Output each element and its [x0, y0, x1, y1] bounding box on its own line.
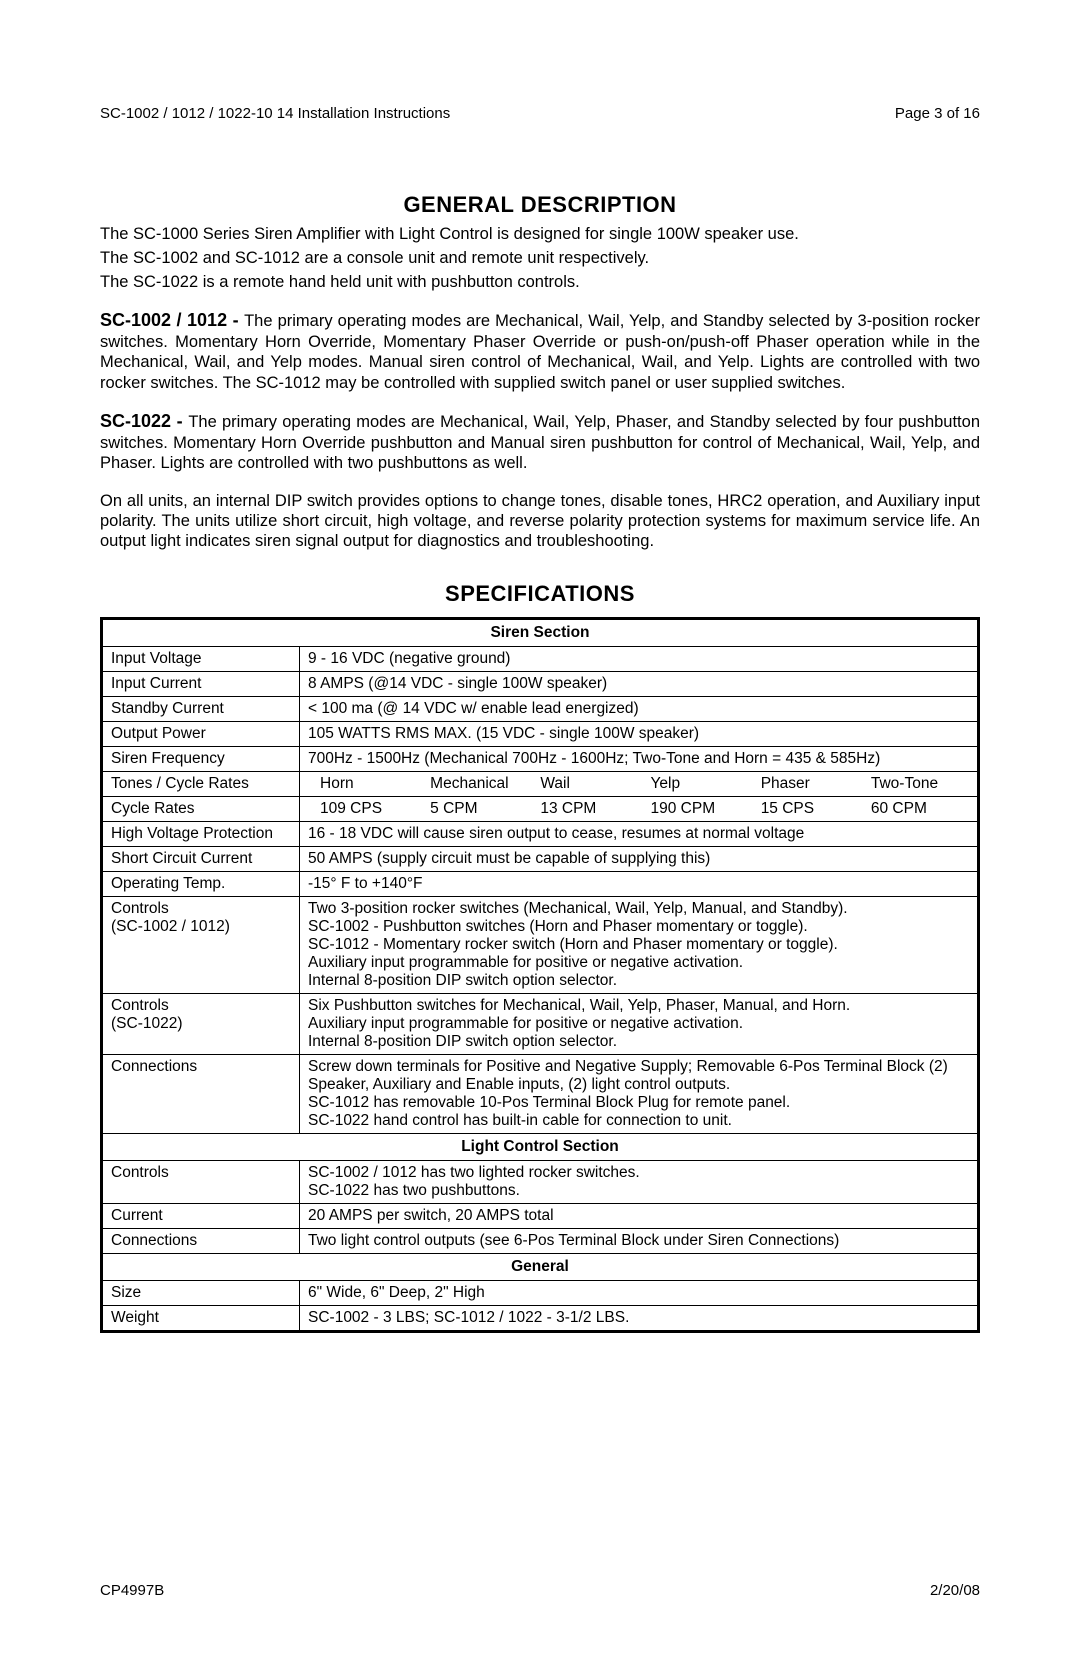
para-lead-1002: SC-1002 / 1012 - — [100, 310, 244, 330]
table-cell-label: Input Voltage — [102, 647, 300, 672]
table-cell-value: Six Pushbutton switches for Mechanical, … — [300, 994, 979, 1055]
table-cell-label: Size — [102, 1281, 300, 1306]
page-footer: CP4997B 2/20/08 — [100, 1582, 980, 1599]
paragraph-sc1002-1012: SC-1002 / 1012 - The primary operating m… — [100, 310, 980, 392]
header-left: SC-1002 / 1012 / 1022-10 14 Installation… — [100, 105, 450, 122]
table-subcell: 190 CPM — [639, 800, 749, 818]
footer-left: CP4997B — [100, 1582, 164, 1599]
table-section-header: Siren Section — [102, 619, 979, 647]
table-row: High Voltage Protection16 - 18 VDC will … — [102, 822, 979, 847]
table-cell-value: 6" Wide, 6" Deep, 2" High — [300, 1281, 979, 1306]
table-cell-label: Current — [102, 1204, 300, 1229]
table-subcell: 60 CPM — [859, 800, 969, 818]
table-cell-value: 700Hz - 1500Hz (Mechanical 700Hz - 1600H… — [300, 747, 979, 772]
table-subcell: Phaser — [749, 775, 859, 793]
table-cell-value: 9 - 16 VDC (negative ground) — [300, 647, 979, 672]
table-cell-value: Screw down terminals for Positive and Ne… — [300, 1055, 979, 1134]
table-cell-label: Connections — [102, 1229, 300, 1254]
table-cell-value: Two light control outputs (see 6-Pos Ter… — [300, 1229, 979, 1254]
table-row: Standby Current< 100 ma (@ 14 VDC w/ ena… — [102, 697, 979, 722]
table-cell-label: Siren Frequency — [102, 747, 300, 772]
paragraph-sc1022: SC-1022 - The primary operating modes ar… — [100, 411, 980, 473]
table-row: Input Voltage9 - 16 VDC (negative ground… — [102, 647, 979, 672]
table-subcell: Horn — [308, 775, 418, 793]
table-cell-label: Controls(SC-1022) — [102, 994, 300, 1055]
intro-line-2: The SC-1002 and SC-1012 are a console un… — [100, 248, 980, 268]
table-row: Operating Temp.-15° F to +140°F — [102, 872, 979, 897]
para-lead-1022: SC-1022 - — [100, 411, 188, 431]
paragraph-dip: On all units, an internal DIP switch pro… — [100, 491, 980, 551]
table-subcell: 109 CPS — [308, 800, 418, 818]
table-row: Siren Frequency700Hz - 1500Hz (Mechanica… — [102, 747, 979, 772]
table-row: Tones / Cycle RatesHornMechanicalWailYel… — [102, 772, 979, 797]
table-cell-value: 50 AMPS (supply circuit must be capable … — [300, 847, 979, 872]
table-cell-value: HornMechanicalWailYelpPhaserTwo-Tone — [300, 772, 979, 797]
table-cell-label: Connections — [102, 1055, 300, 1134]
table-cell-label: Output Power — [102, 722, 300, 747]
footer-right: 2/20/08 — [930, 1582, 980, 1599]
table-cell-value: SC-1002 - 3 LBS; SC-1012 / 1022 - 3-1/2 … — [300, 1306, 979, 1332]
table-row: ControlsSC-1002 / 1012 has two lighted r… — [102, 1161, 979, 1204]
table-row: ConnectionsTwo light control outputs (se… — [102, 1229, 979, 1254]
intro-line-1: The SC-1000 Series Siren Amplifier with … — [100, 224, 980, 244]
table-row: Controls(SC-1022)Six Pushbutton switches… — [102, 994, 979, 1055]
table-cell-label: Input Current — [102, 672, 300, 697]
table-cell-label: Operating Temp. — [102, 872, 300, 897]
table-subcell: Yelp — [639, 775, 749, 793]
table-subcell: Mechanical — [418, 775, 528, 793]
table-row: Controls(SC-1002 / 1012)Two 3-position r… — [102, 897, 979, 994]
table-cell-value: 105 WATTS RMS MAX. (15 VDC - single 100W… — [300, 722, 979, 747]
table-cell-label: Cycle Rates — [102, 797, 300, 822]
table-cell-label: High Voltage Protection — [102, 822, 300, 847]
table-cell-label: Weight — [102, 1306, 300, 1332]
document-page: SC-1002 / 1012 / 1022-10 14 Installation… — [0, 0, 1080, 1669]
table-cell-value: Two 3-position rocker switches (Mechanic… — [300, 897, 979, 994]
table-cell-value: -15° F to +140°F — [300, 872, 979, 897]
intro-line-3: The SC-1022 is a remote hand held unit w… — [100, 272, 980, 292]
spec-table-wrapper: Siren SectionInput Voltage9 - 16 VDC (ne… — [100, 617, 980, 1333]
table-section-header: General — [102, 1254, 979, 1281]
table-cell-value: 16 - 18 VDC will cause siren output to c… — [300, 822, 979, 847]
table-cell-value: SC-1002 / 1012 has two lighted rocker sw… — [300, 1161, 979, 1204]
header-right: Page 3 of 16 — [895, 105, 980, 122]
table-cell-label: Short Circuit Current — [102, 847, 300, 872]
table-row: Cycle Rates109 CPS5 CPM13 CPM190 CPM15 C… — [102, 797, 979, 822]
table-row: Input Current8 AMPS (@14 VDC - single 10… — [102, 672, 979, 697]
table-section-header: Light Control Section — [102, 1134, 979, 1161]
table-row: Short Circuit Current50 AMPS (supply cir… — [102, 847, 979, 872]
table-subcell: Wail — [528, 775, 638, 793]
table-row: ConnectionsScrew down terminals for Posi… — [102, 1055, 979, 1134]
title-specs: SPECIFICATIONS — [100, 581, 980, 607]
page-header: SC-1002 / 1012 / 1022-10 14 Installation… — [100, 105, 980, 122]
table-cell-label: Controls(SC-1002 / 1012) — [102, 897, 300, 994]
table-row: Size6" Wide, 6" Deep, 2" High — [102, 1281, 979, 1306]
table-cell-value: 20 AMPS per switch, 20 AMPS total — [300, 1204, 979, 1229]
table-cell-label: Standby Current — [102, 697, 300, 722]
table-cell-value: 8 AMPS (@14 VDC - single 100W speaker) — [300, 672, 979, 697]
table-row: Current20 AMPS per switch, 20 AMPS total — [102, 1204, 979, 1229]
spec-table: Siren SectionInput Voltage9 - 16 VDC (ne… — [100, 617, 980, 1333]
title-general: GENERAL DESCRIPTION — [100, 192, 980, 218]
table-cell-label: Controls — [102, 1161, 300, 1204]
table-subcell: 15 CPS — [749, 800, 859, 818]
table-subcell: Two-Tone — [859, 775, 969, 793]
table-row: WeightSC-1002 - 3 LBS; SC-1012 / 1022 - … — [102, 1306, 979, 1332]
table-cell-value: < 100 ma (@ 14 VDC w/ enable lead energi… — [300, 697, 979, 722]
table-subcell: 13 CPM — [528, 800, 638, 818]
table-row: Output Power105 WATTS RMS MAX. (15 VDC -… — [102, 722, 979, 747]
table-cell-value: 109 CPS5 CPM13 CPM190 CPM15 CPS60 CPM — [300, 797, 979, 822]
table-cell-label: Tones / Cycle Rates — [102, 772, 300, 797]
para-text-1022: The primary operating modes are Mechanic… — [100, 413, 980, 472]
table-subcell: 5 CPM — [418, 800, 528, 818]
